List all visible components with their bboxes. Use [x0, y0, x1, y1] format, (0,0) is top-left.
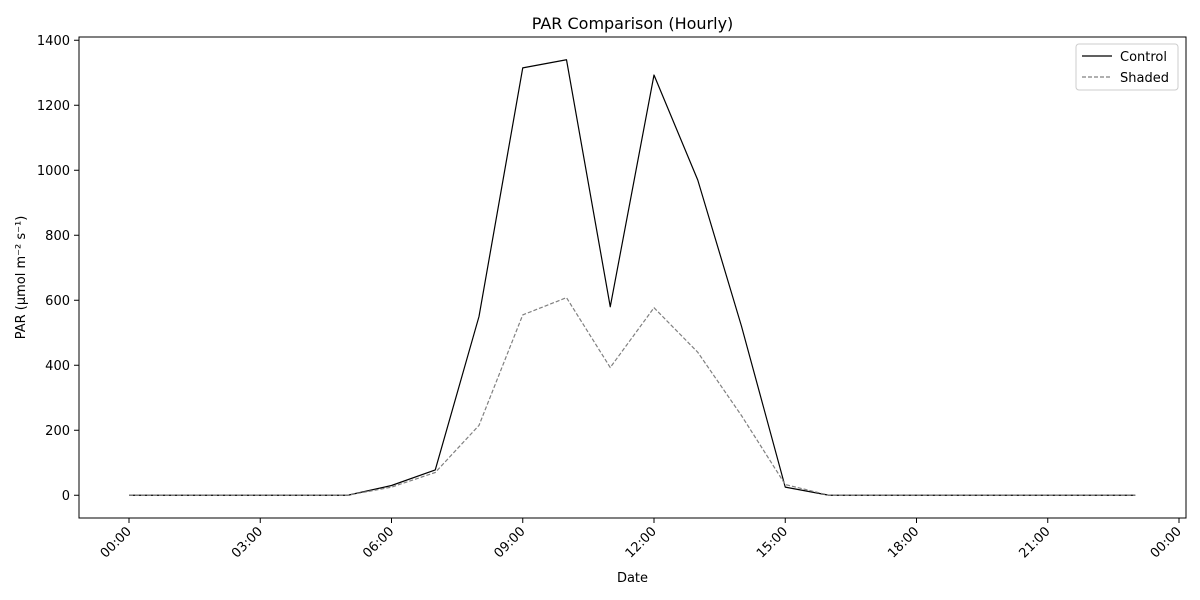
x-axis-label: Date: [617, 571, 648, 586]
y-tick-label: 0: [62, 489, 70, 504]
chart-title: PAR Comparison (Hourly): [532, 14, 734, 33]
y-tick-label: 200: [45, 424, 70, 439]
x-tick-label: 15:00: [754, 524, 791, 561]
y-tick-label: 400: [45, 359, 70, 374]
x-tick-label: 06:00: [360, 524, 397, 561]
y-tick-label: 800: [45, 229, 70, 244]
y-tick-label: 1000: [37, 164, 70, 179]
y-axis: 0 200 400 600 800 1000 1200 1400: [37, 34, 79, 504]
x-tick-label: 18:00: [885, 524, 922, 561]
y-tick-label: 1400: [37, 34, 70, 49]
legend: Control Shaded: [1075, 43, 1179, 91]
x-axis: 00:00 03:00 06:00 09:00 12:00 15:00 18:00 21:00…: [98, 518, 1185, 561]
x-tick-label: 09:00: [491, 524, 528, 561]
x-tick-label: 00:00: [98, 524, 135, 561]
series-line-control: [129, 59, 1136, 496]
series-lines: [129, 59, 1136, 496]
legend-label-control: Control: [1120, 50, 1167, 65]
x-tick-label: 12:00: [623, 524, 660, 561]
y-tick-label: 600: [45, 294, 70, 309]
x-tick-label: 21:00: [1016, 524, 1053, 561]
legend-label-shaded: Shaded: [1120, 71, 1169, 86]
series-line-shaded: [129, 297, 1136, 496]
plot-area: [78, 36, 1187, 519]
y-axis-label: PAR (µmol m⁻² s⁻¹): [14, 216, 29, 340]
x-tick-label: 00:00: [1148, 524, 1185, 561]
y-tick-label: 1200: [37, 99, 70, 114]
x-tick-label: 03:00: [229, 524, 266, 561]
